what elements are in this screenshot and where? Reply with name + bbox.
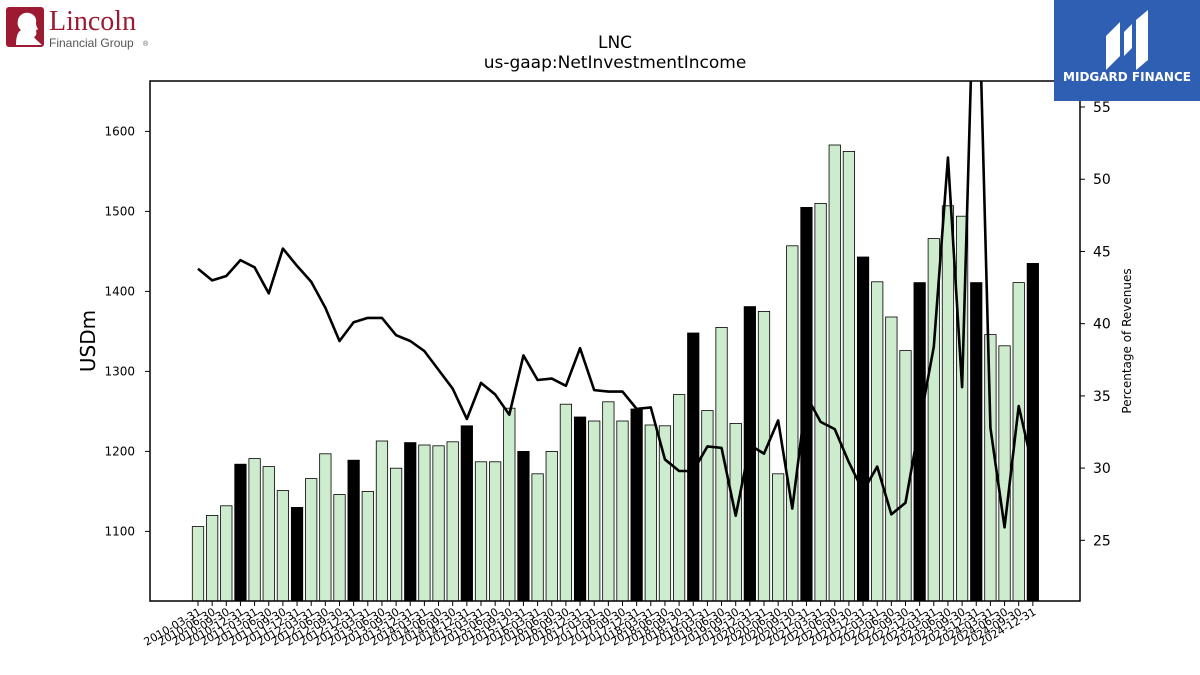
bar [389,467,403,602]
bar [460,425,473,602]
midgard-logo-text: MIDGARD FINANCE [1063,70,1191,84]
y2-axis-label: Percentage of Revenues [1120,268,1134,413]
bar [970,282,983,602]
bar [885,316,898,602]
bar [418,444,431,602]
bar [531,473,544,602]
bar [941,205,955,602]
bar [1026,262,1039,602]
lincoln-portrait-icon [6,7,44,47]
bar [545,450,558,602]
bar [602,401,615,602]
bar [630,408,643,602]
lincoln-financial-logo: Lincoln Financial Group ® [4,4,164,52]
bar [432,445,445,602]
bar [828,144,841,602]
bar [361,490,374,602]
y-tick-label: 1400 [104,284,135,298]
y-tick-label: 1100 [104,524,135,538]
bar [856,256,870,602]
y2-tick-label: 40 [1093,317,1111,333]
y2-tick-label: 55 [1093,100,1111,116]
bar [814,202,827,602]
bar [262,466,275,602]
y2-tick-label: 25 [1093,533,1111,549]
bar [573,416,587,602]
bar [644,424,657,602]
bar [701,410,714,602]
bar [616,420,629,602]
left-axis-ticks: 1100 1200 1300 1400 1500 1600 [104,124,150,538]
chart-subtitle: us-gaap:NetInvestmentIncome [484,53,747,73]
chart-title: LNC [598,33,632,53]
bar [191,526,205,602]
bar [404,442,417,602]
bar [305,478,318,602]
bar-series [191,144,1039,602]
bar [871,281,884,602]
bar [333,494,346,602]
line-series [197,81,1035,529]
bar [206,515,219,602]
y-tick-label: 1500 [104,204,135,218]
bar [248,458,261,602]
bar [772,473,785,602]
bar [503,407,516,602]
y2-tick-label: 35 [1093,389,1111,405]
bar [559,403,573,602]
bar [234,463,247,602]
bar [687,332,700,602]
bar [446,441,459,602]
bar [276,490,290,602]
bar [673,394,686,602]
y-tick-label: 1300 [104,364,135,378]
bar [743,306,756,602]
bar [489,461,502,602]
bar [658,425,672,602]
bar [998,345,1011,602]
bar [290,506,304,602]
midgard-mark-icon [1106,10,1148,70]
bar [220,505,233,602]
right-axis-ticks: 25 30 35 40 45 50 55 [1080,100,1111,549]
x-axis-ticks: 2010-03-312010-06-302010-09-302010-12-31… [142,601,1038,649]
y-axis-label: USDm [76,310,100,372]
bar [842,150,856,602]
midgard-finance-logo: MIDGARD FINANCE [1054,0,1200,101]
y-tick-label: 1200 [104,444,135,458]
y2-tick-label: 50 [1093,172,1111,188]
y2-tick-label: 30 [1093,461,1111,477]
logo-name-text: Lincoln [49,6,136,37]
bar [474,461,488,602]
bar [757,310,771,602]
bar [517,450,530,602]
bar [347,459,360,602]
percentage-line [197,81,1035,529]
logo-sub-text: Financial Group [49,36,134,50]
bar [319,453,332,602]
bar [984,334,997,602]
plot-frame [149,80,1081,602]
bar [375,440,389,602]
bar [588,420,601,602]
y-tick-label: 1600 [104,124,135,138]
y2-tick-label: 45 [1093,244,1111,260]
bar [786,245,799,602]
logo-registered-mark: ® [143,40,149,48]
